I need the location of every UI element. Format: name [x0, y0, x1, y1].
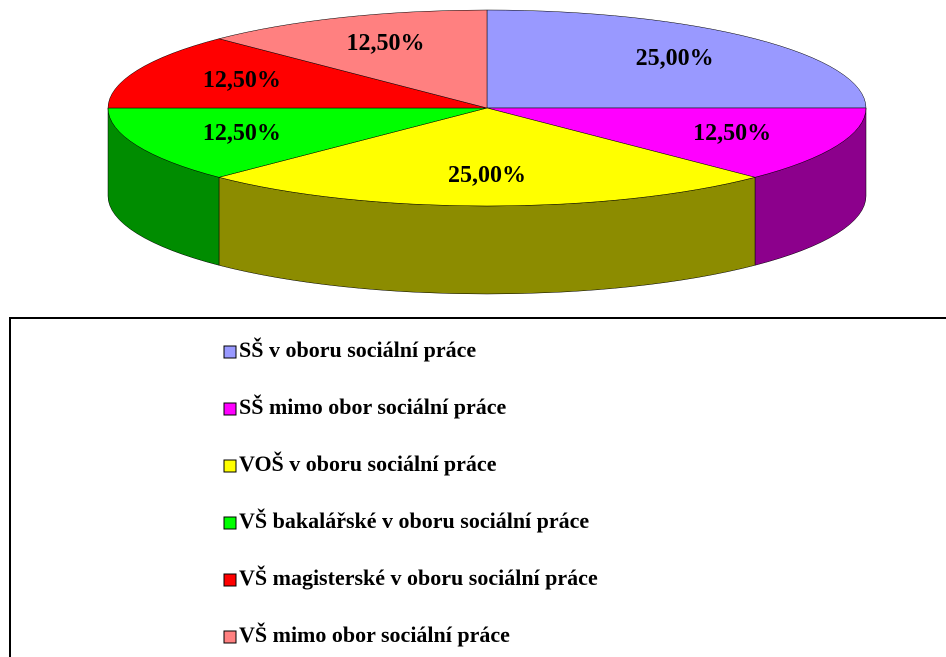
- legend-box: [9, 317, 946, 657]
- slice: [107, 38, 488, 109]
- legend-label: VŠ bakalářské v oboru sociální práce: [239, 508, 589, 533]
- legend-label: VŠ magisterské v oboru sociální práce: [239, 565, 598, 590]
- slice: [107, 107, 488, 178]
- legend-swatch: [223, 459, 237, 473]
- legend-label: SŠ mimo obor sociální práce: [239, 394, 507, 419]
- legend-swatch: [223, 345, 237, 359]
- legend-swatch: [223, 573, 237, 587]
- value-label: 25,00%: [448, 162, 526, 188]
- legend-swatch: [223, 630, 237, 644]
- value-label: 25,00%: [636, 45, 714, 71]
- slice: [486, 9, 867, 109]
- legend-label: VOŠ v oboru sociální práce: [239, 451, 497, 476]
- value-label: 12,50%: [203, 67, 281, 93]
- legend-label: VŠ mimo obor sociální práce: [239, 622, 510, 647]
- slice: [218, 107, 756, 207]
- slice: [486, 107, 867, 178]
- value-label: 12,50%: [203, 120, 281, 146]
- legend-swatch: [223, 402, 237, 416]
- legend-label: SŠ v oboru sociální práce: [239, 337, 476, 362]
- value-label: 12,50%: [693, 120, 771, 146]
- legend-swatch: [223, 516, 237, 530]
- value-label: 12,50%: [346, 30, 424, 56]
- slice: [218, 9, 488, 109]
